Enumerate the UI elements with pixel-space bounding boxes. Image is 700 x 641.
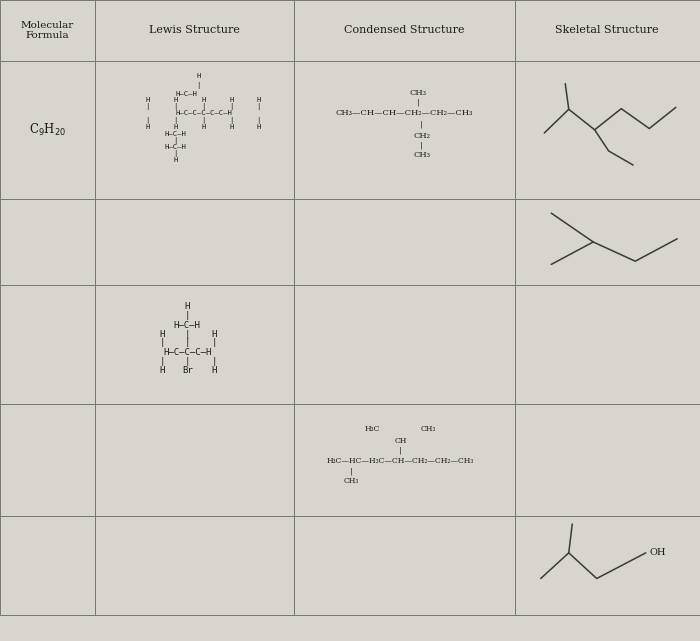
- Bar: [294, 0, 514, 61]
- Text: H: H: [197, 73, 201, 79]
- Text: |: |: [185, 338, 190, 347]
- Text: |: |: [160, 356, 164, 366]
- Text: H: H: [256, 124, 260, 130]
- Text: |: |: [174, 150, 178, 156]
- Text: H₃C: H₃C: [365, 425, 380, 433]
- Text: |: |: [174, 103, 178, 110]
- Text: CH₃: CH₃: [410, 88, 427, 97]
- Text: H—C—H: H—C—H: [164, 144, 187, 150]
- Text: |: |: [185, 329, 190, 339]
- Text: |: |: [202, 117, 206, 124]
- Text: H: H: [202, 97, 206, 103]
- Text: H₃C—HC—H₃C—CH—CH₂—CH₂—CH₃: H₃C—HC—H₃C—CH—CH₂—CH₂—CH₃: [327, 457, 475, 465]
- Bar: [294, 61, 514, 199]
- Bar: [94, 199, 294, 285]
- Text: |: |: [400, 446, 402, 454]
- Bar: [0, 285, 94, 404]
- Text: CH: CH: [395, 437, 407, 445]
- Text: |: |: [211, 338, 216, 347]
- Text: |: |: [420, 142, 424, 150]
- Bar: [0, 516, 94, 615]
- Text: H: H: [202, 124, 206, 130]
- Bar: [514, 404, 700, 516]
- Text: H—C—C—C—H: H—C—C—C—H: [163, 347, 211, 357]
- Text: |: |: [420, 121, 424, 129]
- Bar: [514, 516, 700, 615]
- Text: |: |: [351, 467, 353, 476]
- Text: Skeletal Structure: Skeletal Structure: [555, 26, 659, 35]
- Text: |: |: [146, 103, 150, 110]
- Text: H: H: [230, 124, 234, 130]
- Bar: [0, 199, 94, 285]
- Text: CH₂: CH₂: [413, 132, 430, 140]
- Text: |: |: [146, 117, 150, 124]
- Text: |: |: [202, 103, 206, 110]
- Text: |: |: [256, 117, 260, 124]
- Text: H: H: [230, 97, 234, 103]
- Bar: [0, 0, 94, 61]
- Text: |: |: [160, 338, 164, 347]
- Text: OH: OH: [650, 548, 666, 558]
- Text: H: H: [174, 97, 178, 103]
- Text: |: |: [174, 137, 178, 144]
- Text: |: |: [211, 356, 216, 366]
- Bar: [94, 285, 294, 404]
- Bar: [294, 285, 514, 404]
- Bar: [94, 516, 294, 615]
- Bar: [514, 61, 700, 199]
- Text: CH₃: CH₃: [421, 425, 436, 433]
- Text: Molecular
Formula: Molecular Formula: [20, 21, 74, 40]
- Text: |: |: [230, 103, 234, 110]
- Bar: [94, 0, 294, 61]
- Text: H: H: [146, 97, 150, 103]
- Text: |: |: [416, 98, 420, 106]
- Bar: [94, 61, 294, 199]
- Text: H: H: [160, 365, 164, 375]
- Bar: [0, 61, 94, 199]
- Bar: [294, 516, 514, 615]
- Text: H—C—H: H—C—H: [174, 320, 201, 330]
- Text: CH₃: CH₃: [344, 477, 359, 485]
- Bar: [294, 404, 514, 516]
- Text: H—C—H: H—C—H: [175, 91, 197, 97]
- Text: H: H: [146, 124, 150, 130]
- Text: |: |: [230, 117, 234, 124]
- Text: H: H: [211, 365, 216, 375]
- Bar: [0, 404, 94, 516]
- Bar: [514, 199, 700, 285]
- Text: |: |: [174, 117, 178, 124]
- Bar: [294, 199, 514, 285]
- Text: |: |: [197, 83, 201, 89]
- Bar: [514, 0, 700, 61]
- Text: |: |: [185, 310, 190, 320]
- Text: |: |: [256, 103, 260, 110]
- Text: |: |: [185, 356, 190, 366]
- Text: H: H: [160, 329, 164, 339]
- Text: H: H: [211, 329, 216, 339]
- Text: CH₃—CH—CH—CH₂—CH₂—CH₃: CH₃—CH—CH—CH₂—CH₂—CH₃: [335, 109, 473, 117]
- Text: H—C—H: H—C—H: [164, 131, 187, 137]
- Text: CH₃: CH₃: [413, 151, 430, 160]
- Text: H: H: [256, 97, 260, 103]
- Text: H: H: [174, 124, 178, 130]
- Text: H: H: [174, 156, 178, 163]
- Text: Condensed Structure: Condensed Structure: [344, 26, 465, 35]
- Text: C$_9$H$_{20}$: C$_9$H$_{20}$: [29, 122, 66, 138]
- Text: H: H: [185, 301, 190, 311]
- Text: Br: Br: [182, 365, 192, 375]
- Bar: [94, 404, 294, 516]
- Bar: [514, 285, 700, 404]
- Text: H—C—C—C—C—C—H: H—C—C—C—C—C—H: [175, 110, 232, 117]
- Text: Lewis Structure: Lewis Structure: [149, 26, 239, 35]
